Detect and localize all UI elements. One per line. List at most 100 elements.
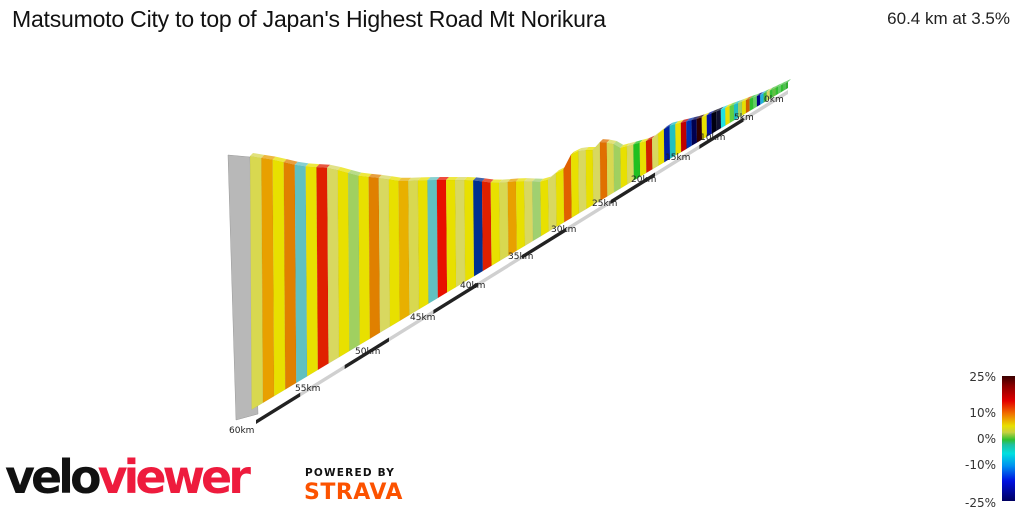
gradient-segment[interactable]: [639, 140, 647, 178]
gradient-segment[interactable]: [427, 179, 439, 304]
base-distance-band: [699, 117, 744, 149]
gradient-segment[interactable]: [651, 133, 659, 170]
gradient-segment[interactable]: [745, 98, 750, 114]
gradient-segment[interactable]: [455, 179, 466, 288]
gradient-segment[interactable]: [778, 84, 782, 95]
gradient-segment[interactable]: [294, 164, 308, 384]
veloviewer-logo[interactable]: veloviewer: [5, 450, 251, 504]
segment-top-face: [658, 126, 667, 134]
route-title: Matsumoto City to top of Japan's Highest…: [12, 6, 606, 32]
route-summary: 60.4 km at 3.5%: [887, 9, 1010, 28]
gradient-segment[interactable]: [716, 109, 722, 132]
base-distance-band: [655, 145, 700, 177]
base-distance-band: [477, 255, 522, 287]
gradient-segment[interactable]: [305, 166, 319, 377]
gradient-segment[interactable]: [657, 128, 665, 167]
gradient-segment[interactable]: [613, 143, 622, 193]
gradient-segment[interactable]: [368, 176, 381, 340]
gradient-segment[interactable]: [592, 141, 601, 206]
gradient-segment[interactable]: [686, 119, 693, 150]
gradient-segment[interactable]: [691, 118, 698, 147]
gradient-segment[interactable]: [711, 111, 717, 135]
gradient-segment[interactable]: [347, 172, 360, 352]
segment-top-face: [398, 177, 412, 181]
gradient-segment[interactable]: [272, 159, 286, 397]
segment-top-face: [772, 84, 779, 90]
gradient-segment[interactable]: [523, 180, 534, 247]
segment-top-face: [499, 178, 511, 183]
gradient-segment[interactable]: [606, 142, 615, 197]
segment-top-face: [701, 112, 710, 118]
gradient-segment[interactable]: [680, 121, 687, 153]
gradient-segment[interactable]: [706, 113, 712, 137]
gradient-segment[interactable]: [780, 83, 784, 93]
base-distance-band: [300, 365, 345, 397]
gradient-segment[interactable]: [398, 180, 410, 322]
gradient-segment[interactable]: [507, 181, 518, 256]
gradient-segment[interactable]: [498, 181, 509, 262]
gradient-segment[interactable]: [547, 172, 557, 232]
gradient-segment[interactable]: [783, 82, 786, 92]
gradient-segment[interactable]: [388, 179, 400, 328]
gradient-segment[interactable]: [337, 169, 350, 358]
gradient-segment[interactable]: [481, 181, 492, 272]
segment-top-face: [729, 101, 737, 107]
gradient-segment[interactable]: [249, 155, 264, 410]
segment-top-face: [749, 94, 757, 99]
gradient-segment[interactable]: [763, 91, 768, 103]
segment-top-face: [725, 103, 733, 108]
gradient-segment[interactable]: [570, 150, 580, 219]
segment-top-face: [250, 153, 265, 158]
segment-top-face: [756, 91, 764, 97]
segment-top-face: [446, 177, 459, 180]
segment-top-face: [720, 104, 729, 110]
segment-top-face: [548, 170, 559, 180]
gradient-segment[interactable]: [599, 141, 608, 201]
gradient-segment[interactable]: [749, 97, 754, 112]
gradient-segment[interactable]: [675, 122, 682, 156]
gradient-segment[interactable]: [720, 107, 726, 129]
segment-top-face: [358, 172, 372, 177]
distance-marker-label: 40km: [460, 281, 485, 291]
gradient-segment[interactable]: [620, 145, 628, 189]
gradient-segment[interactable]: [563, 154, 572, 223]
gradient-segment[interactable]: [445, 179, 457, 293]
gradient-segment[interactable]: [669, 123, 676, 160]
segment-top-face: [283, 159, 298, 165]
base-distance-band: [344, 337, 389, 369]
segment-top-face: [741, 97, 749, 102]
gradient-segment[interactable]: [283, 161, 297, 390]
gradient-segment[interactable]: [464, 179, 475, 282]
gradient-segment[interactable]: [316, 166, 329, 371]
strava-logo[interactable]: STRAVA: [304, 480, 403, 505]
base-distance-band: [610, 172, 655, 204]
gradient-segment[interactable]: [378, 177, 391, 334]
gradient-segment[interactable]: [417, 179, 429, 310]
gradient-segment[interactable]: [408, 180, 420, 316]
gradient-segment[interactable]: [775, 86, 779, 96]
gradient-segment[interactable]: [532, 181, 542, 242]
gradient-segment[interactable]: [436, 179, 448, 299]
gradient-segment[interactable]: [753, 95, 758, 110]
distance-marker-label: 60km: [229, 426, 254, 436]
segment-top-face: [633, 139, 643, 145]
gradient-segment[interactable]: [785, 81, 789, 90]
gradient-segment[interactable]: [578, 149, 587, 214]
gradient-segment[interactable]: [358, 175, 371, 346]
gradient-segment[interactable]: [261, 157, 275, 404]
gradient-segment[interactable]: [540, 179, 550, 237]
gradient-segment[interactable]: [490, 182, 501, 267]
gradient-segment[interactable]: [515, 180, 526, 251]
gradient-segment[interactable]: [326, 167, 340, 364]
gradient-segment[interactable]: [760, 93, 764, 105]
gradient-segment[interactable]: [645, 138, 653, 174]
gradient-segment[interactable]: [555, 168, 565, 228]
segment-top-face: [626, 141, 637, 147]
gradient-segment[interactable]: [756, 94, 761, 107]
gradient-segment[interactable]: [472, 180, 484, 277]
segment-top-face: [613, 141, 624, 148]
gradient-segment[interactable]: [725, 105, 731, 126]
segment-top-face: [669, 121, 679, 126]
base-distance-band: [566, 200, 611, 232]
